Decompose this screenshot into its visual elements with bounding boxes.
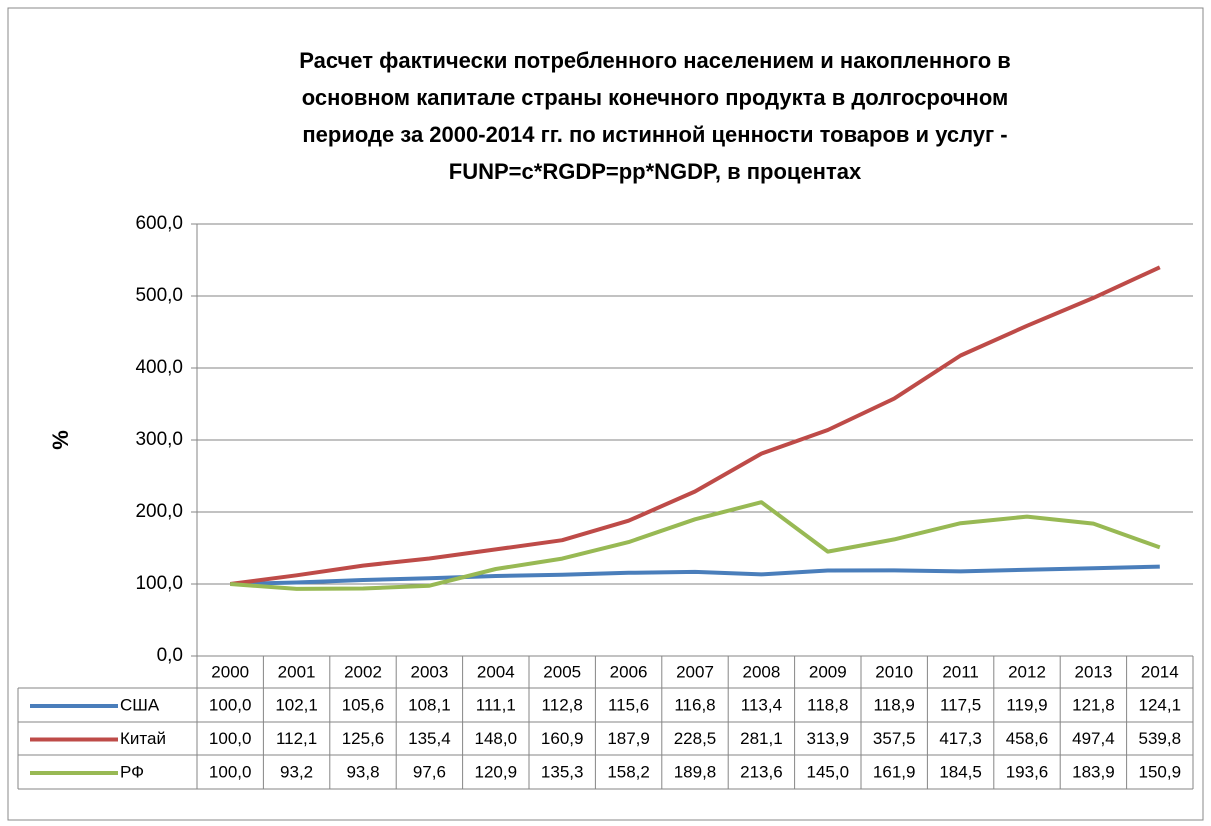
table-cell: 125,6 <box>342 729 385 748</box>
y-tick-label: 500,0 <box>135 285 183 306</box>
table-cell: 160,9 <box>541 729 584 748</box>
table-cell: 116,8 <box>674 695 715 714</box>
table-cell: 357,5 <box>873 729 916 748</box>
table-cell: 187,9 <box>607 729 650 748</box>
table-cell: 93,8 <box>346 762 379 781</box>
table-cell: 135,4 <box>408 729 451 748</box>
table-cell: 118,9 <box>874 695 915 714</box>
table-cell: 100,0 <box>209 695 252 714</box>
table-cell: 118,8 <box>807 695 848 714</box>
x-tick-label: 2007 <box>676 662 714 681</box>
table-cell: 117,5 <box>940 695 981 714</box>
table-cell: 313,9 <box>807 729 850 748</box>
table-cell: 228,5 <box>674 729 717 748</box>
table-cell: 111,1 <box>476 695 516 714</box>
x-tick-label: 2008 <box>742 662 780 681</box>
series-line <box>229 265 1161 586</box>
y-tick-label: 600,0 <box>135 213 183 234</box>
table-cell: 281,1 <box>740 729 783 748</box>
table-cell: 113,4 <box>741 695 782 714</box>
table-cell: 150,9 <box>1139 762 1182 781</box>
table-cell: 119,9 <box>1006 695 1047 714</box>
x-tick-label: 2006 <box>610 662 648 681</box>
series-line <box>230 564 1160 586</box>
y-tick-label: 200,0 <box>135 501 183 522</box>
y-axis-label: % <box>48 430 73 450</box>
chart-title: Расчет фактически потребленного населени… <box>299 48 1011 73</box>
table-cell: 115,6 <box>608 695 649 714</box>
x-tick-label: 2005 <box>543 662 581 681</box>
x-tick-label: 2011 <box>942 662 979 681</box>
legend-label: Китай <box>120 729 166 748</box>
y-tick-label: 0,0 <box>157 645 183 666</box>
table-cell: 112,8 <box>542 695 583 714</box>
table-cell: 213,6 <box>740 762 783 781</box>
table-cell: 97,6 <box>413 762 446 781</box>
table-cell: 102,1 <box>275 695 318 714</box>
table-cell: 148,0 <box>475 729 518 748</box>
x-tick-label: 2003 <box>410 662 448 681</box>
table-cell: 183,9 <box>1072 762 1115 781</box>
x-tick-label: 2000 <box>211 662 249 681</box>
x-tick-label: 2001 <box>278 662 316 681</box>
x-tick-label: 2004 <box>477 662 515 681</box>
x-tick-label: 2002 <box>344 662 382 681</box>
table-cell: 100,0 <box>209 762 252 781</box>
y-tick-label: 100,0 <box>135 573 183 594</box>
table-cell: 189,8 <box>674 762 717 781</box>
chart-title: FUNP=c*RGDP=pp*NGDP, в процентах <box>449 159 862 184</box>
x-tick-label: 2009 <box>809 662 847 681</box>
x-tick-label: 2014 <box>1141 662 1179 681</box>
x-tick-label: 2013 <box>1074 662 1112 681</box>
table-cell: 93,2 <box>280 762 313 781</box>
table-cell: 124,1 <box>1139 695 1182 714</box>
y-tick-label: 400,0 <box>135 357 183 378</box>
table-cell: 108,1 <box>408 695 451 714</box>
chart-title: основном капитале страны конечного проду… <box>302 85 1009 110</box>
chart-border <box>7 7 1204 821</box>
table-cell: 184,5 <box>939 762 982 781</box>
legend-label: США <box>120 695 160 714</box>
table-cell: 121,8 <box>1072 695 1115 714</box>
series-line <box>230 500 1161 591</box>
table-cell: 100,0 <box>209 729 252 748</box>
y-tick-label: 300,0 <box>135 429 183 450</box>
x-tick-label: 2010 <box>875 662 913 681</box>
table-cell: 145,0 <box>807 762 850 781</box>
x-tick-label: 2012 <box>1008 662 1046 681</box>
table-cell: 193,6 <box>1006 762 1049 781</box>
table-cell: 105,6 <box>342 695 385 714</box>
chart-title: периоде за 2000-2014 гг. по истинной цен… <box>302 122 1007 147</box>
table-cell: 135,3 <box>541 762 584 781</box>
legend-label: РФ <box>120 762 144 781</box>
table-cell: 120,9 <box>475 762 518 781</box>
table-cell: 161,9 <box>873 762 916 781</box>
table-cell: 158,2 <box>607 762 650 781</box>
table-cell: 112,1 <box>276 729 317 748</box>
table-cell: 539,8 <box>1139 729 1182 748</box>
table-cell: 417,3 <box>939 729 982 748</box>
table-cell: 497,4 <box>1072 729 1115 748</box>
table-cell: 458,6 <box>1006 729 1049 748</box>
